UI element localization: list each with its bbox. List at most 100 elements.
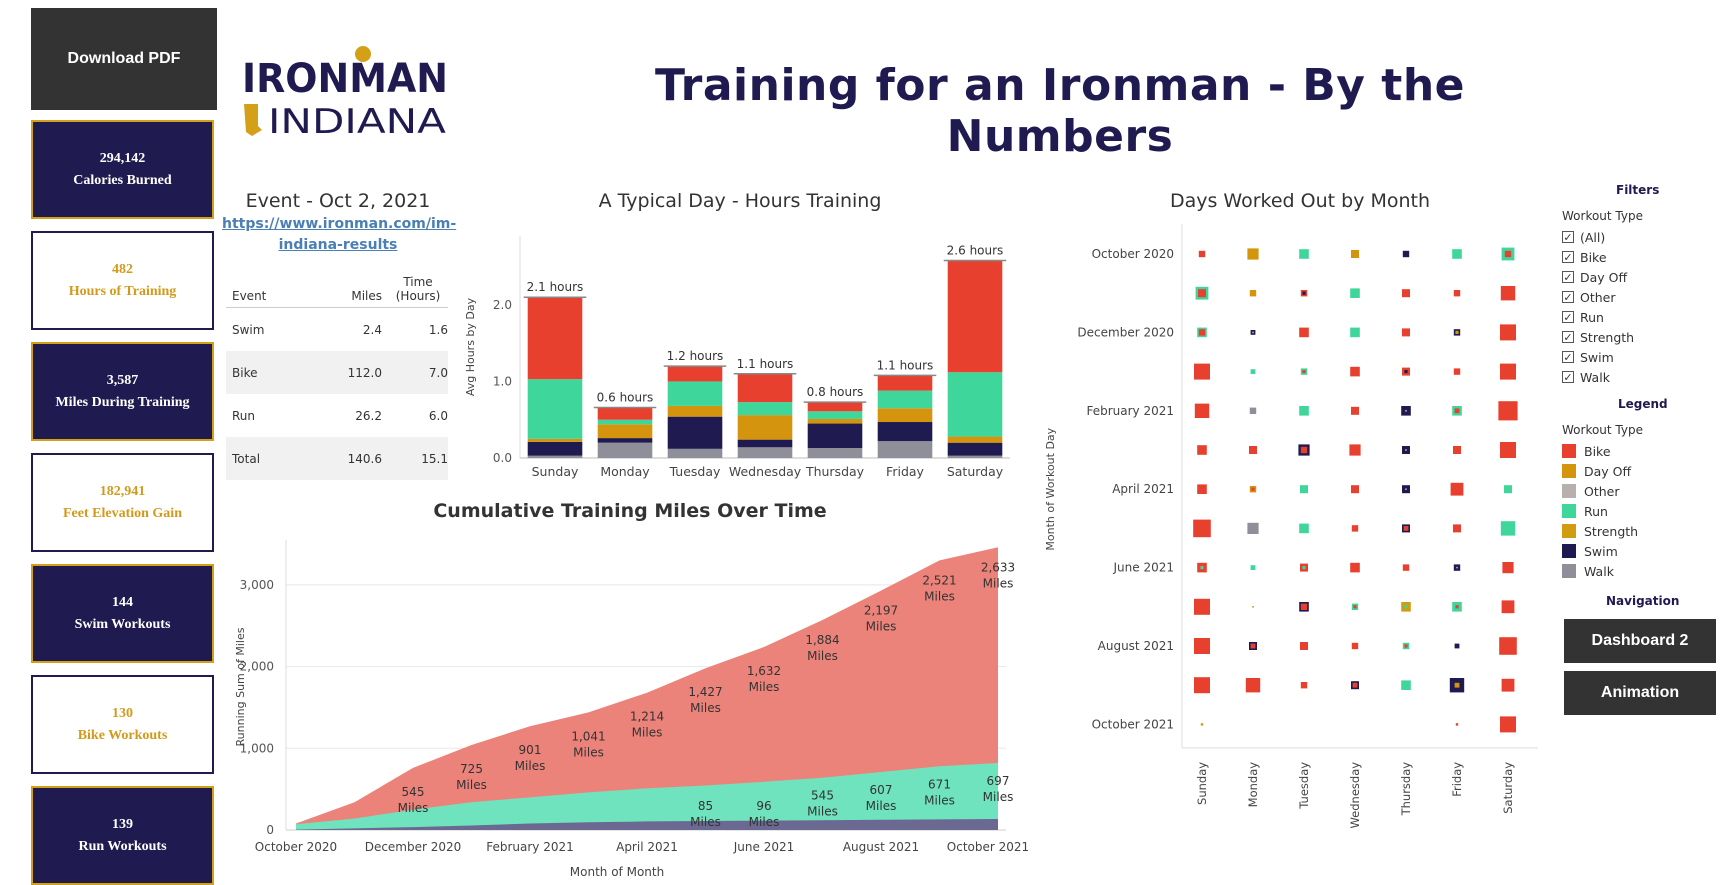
x-tick-label: August 2021: [843, 840, 919, 854]
heatmap-cell-bike: [1500, 716, 1516, 733]
bar-segment-swim: [877, 422, 933, 442]
bar-total-label: 1.2 hours: [667, 349, 724, 363]
heatmap-cell-bike: [1353, 605, 1357, 609]
heatmap-cell-bike: [1194, 677, 1210, 694]
heatmap-cell-bike: [1197, 484, 1207, 494]
kpi-label: Bike Workouts: [77, 727, 168, 743]
data-label: 1,884 Miles: [805, 633, 839, 663]
filter-option[interactable]: ✓ Run: [1562, 307, 1604, 327]
animation-button[interactable]: Animation: [1564, 671, 1716, 715]
event-table-row: Swim 2.4 1.6: [226, 308, 448, 351]
indiana-state-icon: [244, 104, 262, 136]
heatmap-cell-bike: [1300, 642, 1308, 650]
heatmap-cell-day-off: [1454, 682, 1460, 688]
heatmap-cell-run: [1299, 406, 1309, 416]
checkbox-icon[interactable]: ✓: [1562, 291, 1574, 304]
x-tick-label: Thursday: [805, 464, 865, 479]
y-tick-label: 3,000: [240, 578, 274, 592]
filter-option[interactable]: ✓ Strength: [1562, 327, 1634, 347]
checkbox-icon[interactable]: ✓: [1562, 271, 1574, 284]
heatmap-cell-swim: [1454, 643, 1460, 649]
y-tick-label: August 2021: [1098, 639, 1174, 653]
legend-item: Other: [1562, 481, 1620, 501]
legend-swatch: [1562, 564, 1576, 578]
bar-total-label: 2.6 hours: [947, 243, 1004, 257]
area-run: [296, 762, 998, 830]
bar-segment-bike: [947, 260, 1003, 373]
data-label: 607 Miles: [866, 783, 897, 813]
heatmap-cell-run: [1302, 566, 1306, 570]
heatmap-cell-bike: [1198, 289, 1206, 298]
cell-event: Total: [232, 451, 261, 466]
heatmap-cell-bike: [1504, 250, 1512, 258]
filter-option[interactable]: ✓ Bike: [1562, 247, 1607, 267]
dashboard-2-button[interactable]: Dashboard 2: [1564, 619, 1716, 663]
bar-segment-swim: [597, 438, 653, 443]
header-event: Event: [232, 289, 267, 303]
x-tick-label: February 2021: [486, 840, 574, 854]
bar-segment-walk: [877, 441, 933, 458]
kpi-value: 139: [112, 816, 133, 832]
legend-item-label: Walk: [1584, 563, 1614, 579]
results-link-line1[interactable]: https://www.ironman.com/im-: [222, 216, 457, 232]
heatmap-cell-swim: [1404, 370, 1408, 374]
kpi-label: Miles During Training: [55, 394, 190, 410]
x-axis-label: Month of Month: [570, 865, 664, 879]
legend-swatch: [1562, 444, 1576, 458]
filter-option[interactable]: ✓ Walk: [1562, 367, 1610, 387]
bar-segment-day-off: [877, 408, 933, 423]
checkbox-icon[interactable]: ✓: [1562, 311, 1574, 324]
checkbox-icon[interactable]: ✓: [1562, 231, 1574, 244]
heatmap-cell-bike: [1300, 603, 1308, 610]
heatmap-cell-bike: [1500, 442, 1516, 458]
cell-time: 1.6: [428, 322, 448, 337]
filter-option[interactable]: ✓ Swim: [1562, 347, 1614, 367]
logo-text-indiana: INDIANA: [268, 102, 446, 140]
bar-segment-run: [947, 372, 1003, 437]
heatmap-cell-bike: [1302, 370, 1306, 374]
legend-item: Run: [1562, 501, 1608, 521]
legend-item-label: Run: [1584, 503, 1608, 519]
heatmap-cell-run: [1299, 249, 1309, 259]
x-tick-label: Friday: [1450, 762, 1464, 797]
filter-option[interactable]: ✓ (All): [1562, 227, 1605, 247]
data-label: 1,214 Miles: [630, 710, 664, 740]
bar-segment-walk: [597, 442, 653, 458]
heatmap-cell-day-off: [1249, 290, 1257, 297]
heatmap-cell-bike: [1500, 286, 1516, 301]
filter-option[interactable]: ✓ Day Off: [1562, 267, 1627, 287]
checkbox-icon[interactable]: ✓: [1562, 251, 1574, 264]
navigation-heading: Navigation: [1606, 594, 1680, 608]
x-tick-label: Wednesday: [1348, 762, 1362, 829]
filter-option[interactable]: ✓ Other: [1562, 287, 1616, 307]
heatmap-cell-other: [1405, 410, 1407, 412]
filter-option-label: Bike: [1580, 249, 1607, 265]
bar-segment-run: [877, 390, 933, 409]
legend-item: Day Off: [1562, 461, 1631, 481]
checkbox-icon[interactable]: ✓: [1562, 351, 1574, 364]
bar-segment-run: [667, 381, 723, 406]
heatmap-cell-bike: [1194, 363, 1210, 380]
legend-item-label: Day Off: [1584, 463, 1632, 479]
y-tick-label: February 2021: [1086, 404, 1174, 418]
heatmap-cell-bike: [1351, 642, 1359, 650]
cell-time: 7.0: [428, 365, 448, 380]
cell-time: 15.1: [421, 451, 448, 466]
checkbox-icon[interactable]: ✓: [1562, 331, 1574, 344]
checkbox-icon[interactable]: ✓: [1562, 371, 1574, 384]
cumulative-miles-area-chart: 0 1,000 2,000 3,000 October 2020 December 202…: [234, 540, 1029, 879]
bar-segment-day-off: [527, 438, 583, 442]
results-link[interactable]: https://www.ironman.com/im- indiana-resu…: [222, 214, 457, 256]
header-miles: Miles: [351, 289, 382, 303]
x-tick-label: Thursday: [1399, 762, 1413, 817]
bar-total-label: 0.6 hours: [597, 390, 654, 404]
x-tick-label: Tuesday: [1297, 762, 1311, 810]
heatmap-cell-bike: [1450, 482, 1464, 496]
y-tick-label: 1,000: [240, 741, 274, 755]
results-link-line2[interactable]: indiana-results: [278, 237, 398, 253]
heatmap-cell-swim: [1402, 250, 1410, 258]
download-pdf-button[interactable]: Download PDF: [31, 8, 217, 110]
event-table-row: Bike 112.0 7.0: [226, 351, 448, 394]
x-tick-label: Wednesday: [729, 464, 802, 479]
x-tick-label: Friday: [886, 464, 924, 479]
